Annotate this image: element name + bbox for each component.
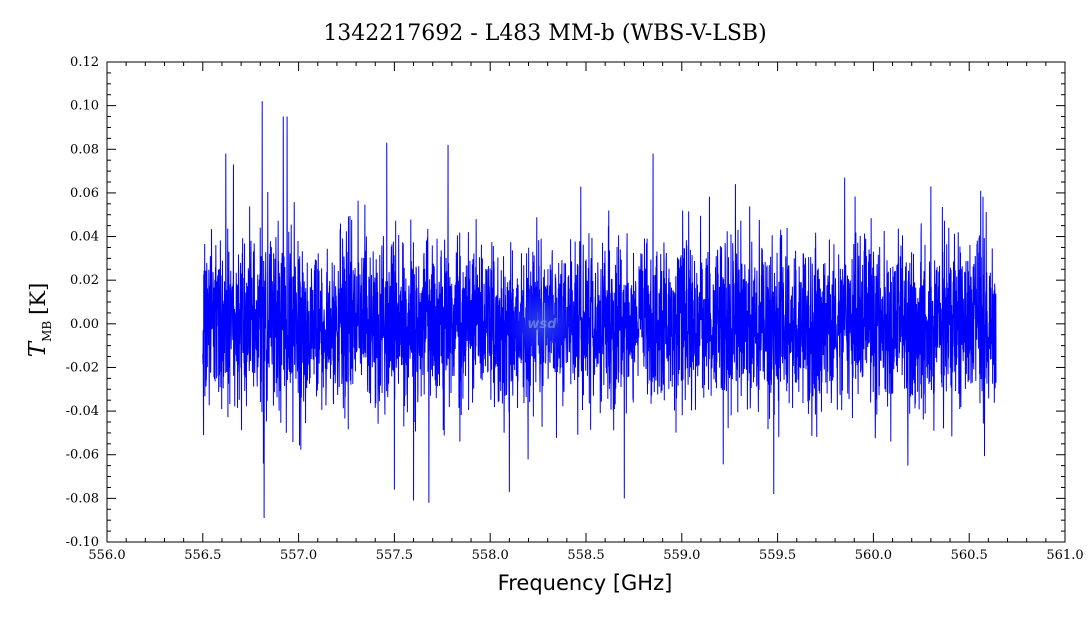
x-tick-label: 559.5 bbox=[759, 548, 796, 563]
y-tick-label: 0.04 bbox=[70, 230, 99, 245]
x-tick-label: 559.0 bbox=[663, 548, 700, 563]
x-tick-label: 561.0 bbox=[1046, 548, 1083, 563]
x-tick-label: 557.0 bbox=[280, 548, 317, 563]
y-tick-label: -0.02 bbox=[66, 360, 99, 375]
y-tick-label: 0.10 bbox=[70, 99, 99, 114]
watermark-logo bbox=[507, 289, 576, 358]
series-line bbox=[202, 101, 997, 519]
chart-title: 1342217692 - L483 MM-b (WBS-V-LSB) bbox=[323, 21, 766, 46]
y-tick-label: 0.02 bbox=[70, 273, 99, 288]
y-tick-label: -0.08 bbox=[66, 491, 99, 506]
y-tick-label: -0.10 bbox=[66, 535, 99, 550]
x-tick-label: 556.5 bbox=[184, 548, 221, 563]
svg-text:TMB[K]: TMB [K] bbox=[25, 283, 54, 358]
x-tick-label: 560.5 bbox=[951, 548, 988, 563]
y-tick-label: 0.06 bbox=[70, 186, 99, 201]
y-tick-label: 0.12 bbox=[70, 55, 99, 70]
y-tick-label: 0.08 bbox=[70, 142, 99, 157]
y-tick-label: -0.04 bbox=[66, 404, 99, 419]
x-tick-label: 558.0 bbox=[472, 548, 509, 563]
x-tick-label: 556.0 bbox=[88, 548, 125, 563]
y-axis-label: TMB [K] bbox=[25, 283, 54, 358]
y-tick-label: -0.06 bbox=[66, 448, 99, 463]
y-axis-unit: [K] bbox=[26, 283, 50, 315]
y-tick-label: 0.00 bbox=[70, 317, 99, 332]
plot-area: wsd 556.0 556.5 557.0 557.5 558.0 558.5 559.0 55… bbox=[66, 55, 1084, 563]
x-tick-label: 560.0 bbox=[855, 548, 892, 563]
y-axis-symbol: T bbox=[25, 340, 51, 357]
x-tick-label: 557.5 bbox=[376, 548, 413, 563]
x-axis-label: Frequency [GHz] bbox=[498, 571, 673, 595]
watermark-text: wsd bbox=[527, 317, 557, 332]
y-axis-subscript: MB bbox=[40, 321, 54, 342]
x-tick-label: 558.5 bbox=[567, 548, 604, 563]
